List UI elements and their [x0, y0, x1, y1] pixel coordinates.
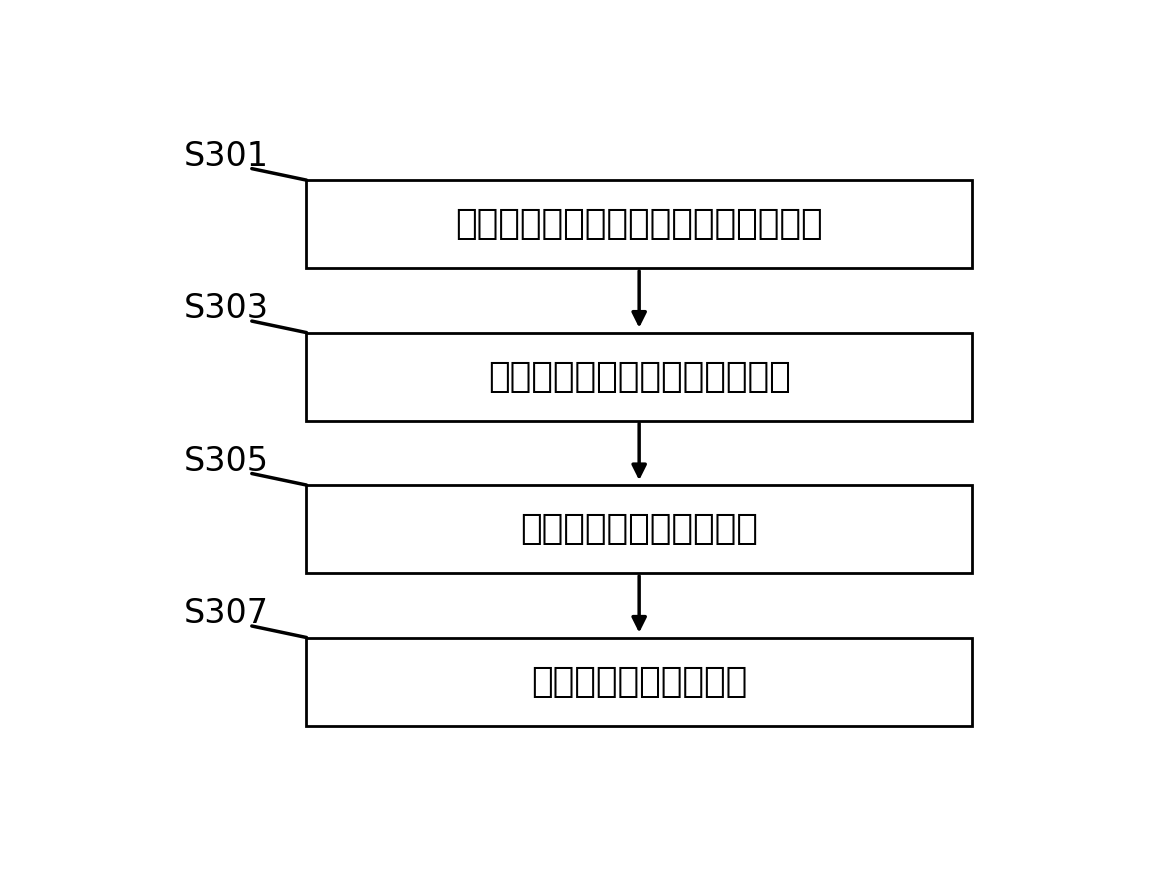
Text: 进行基于内容的高级检索: 进行基于内容的高级检索	[520, 512, 759, 546]
Text: S305: S305	[183, 444, 268, 478]
Text: 获得所需的控制点影像: 获得所需的控制点影像	[532, 664, 747, 699]
Text: 根据控制点影像的属性信息筛选: 根据控制点影像的属性信息筛选	[488, 360, 790, 393]
Bar	[307, 637, 971, 726]
Text: 进行基于目标区域中心点经纬度的检索: 进行基于目标区域中心点经纬度的检索	[455, 207, 823, 241]
Text: S301: S301	[183, 140, 268, 172]
Bar	[307, 333, 971, 421]
Bar	[307, 180, 971, 268]
Text: S307: S307	[183, 598, 268, 630]
Bar	[307, 485, 971, 573]
Text: S303: S303	[183, 292, 268, 326]
